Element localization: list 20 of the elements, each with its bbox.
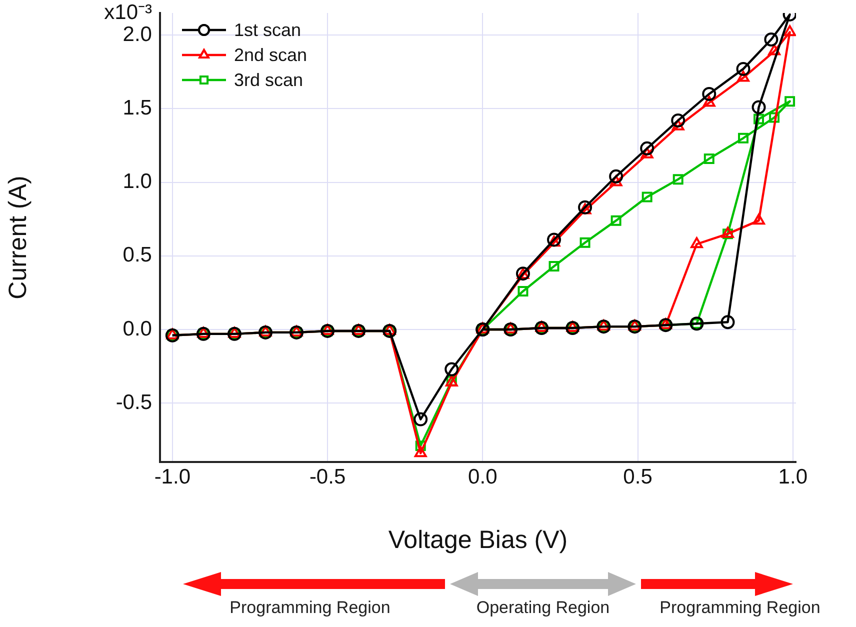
y-tick-label: 0.5	[122, 244, 152, 267]
y-tick-label: 2.0	[122, 22, 152, 46]
x-tick-label: 0.5	[623, 465, 652, 488]
x-tick-label: -1.0	[154, 465, 191, 488]
y-tick-label: 0.0	[122, 317, 152, 340]
x-tick-label: 0.0	[468, 465, 498, 488]
text: Operating Region	[476, 598, 610, 618]
legend-label: 1st scan	[234, 20, 302, 40]
y-tick-label: 1.0	[122, 170, 152, 194]
text: Programming Region	[660, 598, 820, 618]
y-tick-label: -0.5	[116, 390, 152, 414]
x-tick-label: 1.0	[778, 465, 808, 488]
text: x10⁻³	[104, 0, 152, 24]
text: Programming Region	[230, 598, 390, 618]
x-axis-title: Voltage Bias (V)	[388, 526, 568, 554]
y-tick-label: 1.5	[122, 96, 152, 120]
legend-label: 2nd scan	[234, 44, 308, 65]
x-tick-label: -0.5	[309, 465, 346, 488]
legend-label: 3rd scan	[234, 70, 304, 90]
y-axis-title: Current (A)	[4, 176, 32, 300]
